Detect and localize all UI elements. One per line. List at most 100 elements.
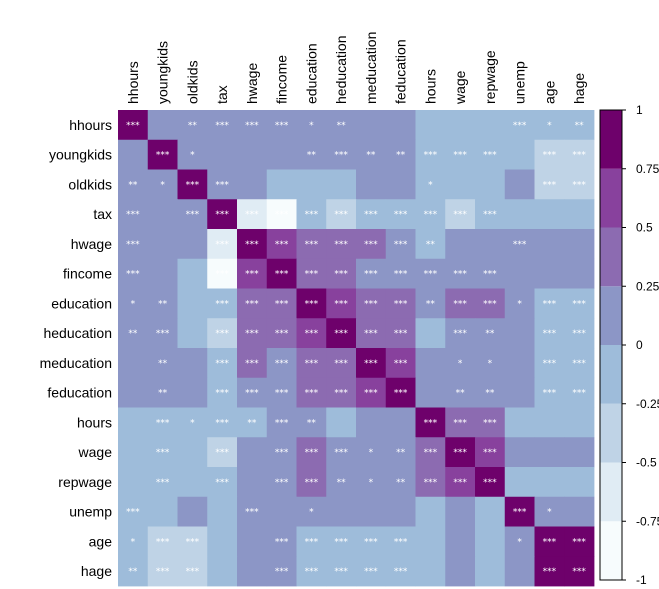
heatmap-cell-heducation-hours (415, 318, 446, 349)
heatmap-cell-hhours-wage (445, 110, 476, 141)
significance-mark: *** (156, 151, 170, 161)
heatmap-cell-age-repwage (475, 526, 506, 557)
heatmap-cell-repwage-fincome (266, 467, 297, 498)
significance-mark: ** (456, 389, 466, 399)
significance-mark: *** (572, 151, 586, 161)
legend-bin (600, 286, 622, 345)
column-label-wage: wage (452, 70, 468, 105)
heatmap-cell-repwage-meducation (356, 467, 387, 498)
heatmap-cell-hours-youngkids (147, 407, 178, 438)
heatmap-cell-tax-fincome (266, 199, 297, 230)
heatmap-cell-education-hours (415, 288, 446, 319)
heatmap-cell-meducation-hwage (237, 348, 268, 379)
heatmap-cell-feducation-education (296, 377, 327, 408)
heatmap-cell-hours-meducation (356, 407, 387, 438)
heatmap-cell-education-heducation (326, 288, 357, 319)
heatmap-cell-oldkids-oldkids (177, 169, 208, 200)
heatmap-cell-heducation-repwage (475, 318, 506, 349)
significance-mark: *** (453, 299, 467, 309)
significance-mark: *** (305, 329, 319, 339)
significance-mark: *** (334, 210, 348, 220)
significance-mark: *** (334, 448, 348, 458)
heatmap-cell-repwage-hhours (118, 467, 149, 498)
heatmap-cell-tax-hwage (237, 199, 268, 230)
significance-mark: *** (305, 448, 319, 458)
heatmap-cell-education-wage (445, 288, 476, 319)
significance-mark: *** (424, 151, 438, 161)
heatmap-cell-hage-repwage (475, 556, 506, 587)
heatmap-cell-oldkids-hhours (118, 169, 149, 200)
heatmap-cell-repwage-feducation (385, 467, 416, 498)
heatmap-cell-tax-heducation (326, 199, 357, 230)
heatmap-cell-fincome-wage (445, 258, 476, 289)
significance-mark: ** (396, 448, 406, 458)
heatmap-cell-age-feducation (385, 526, 416, 557)
significance-mark: *** (305, 299, 319, 309)
significance-mark: *** (334, 389, 348, 399)
column-label-hours: hours (422, 69, 438, 104)
heatmap-cell-repwage-youngkids (147, 467, 178, 498)
significance-mark: *** (424, 448, 438, 458)
row-label-wage: wage (78, 444, 113, 460)
heatmap-cell-youngkids-hhours (118, 139, 149, 170)
heatmap-cell-fincome-unemp (504, 258, 535, 289)
heatmap-cell-fincome-education (296, 258, 327, 289)
heatmap-cell-feducation-youngkids (147, 377, 178, 408)
heatmap-cell-hours-unemp (504, 407, 535, 438)
column-label-unemp: unemp (512, 61, 528, 104)
heatmap-cell-feducation-hwage (237, 377, 268, 408)
heatmap-cell-youngkids-age (534, 139, 565, 170)
heatmap-cell-fincome-youngkids (147, 258, 178, 289)
heatmap-cell-tax-meducation (356, 199, 387, 230)
significance-mark: *** (543, 389, 557, 399)
heatmap-cell-tax-age (534, 199, 565, 230)
significance-mark: *** (215, 121, 229, 131)
heatmap-cell-repwage-heducation (326, 467, 357, 498)
heatmap-cell-tax-feducation (385, 199, 416, 230)
heatmap-cell-hours-hhours (118, 407, 149, 438)
significance-mark: *** (275, 537, 289, 547)
heatmap-cell-meducation-fincome (266, 348, 297, 379)
significance-mark: *** (215, 180, 229, 190)
heatmap-cell-hhours-tax (207, 110, 238, 141)
heatmap-cell-oldkids-tax (207, 169, 238, 200)
heatmap-cell-youngkids-hours (415, 139, 446, 170)
heatmap-cell-hhours-feducation (385, 110, 416, 141)
heatmap-cell-meducation-youngkids (147, 348, 178, 379)
significance-mark: *** (334, 299, 348, 309)
heatmap-cell-heducation-tax (207, 318, 238, 349)
heatmap-cell-hours-feducation (385, 407, 416, 438)
heatmap-cell-fincome-hours (415, 258, 446, 289)
heatmap-cell-youngkids-fincome (266, 139, 297, 170)
significance-mark: ** (485, 329, 495, 339)
significance-mark: *** (126, 121, 140, 131)
heatmap-cell-feducation-repwage (475, 377, 506, 408)
significance-mark: * (369, 478, 374, 488)
heatmap-cell-education-unemp (504, 288, 535, 319)
significance-mark: ** (396, 478, 406, 488)
heatmap-cells (118, 110, 595, 587)
row-label-age: age (89, 533, 113, 549)
significance-mark: *** (513, 240, 527, 250)
significance-mark: *** (453, 448, 467, 458)
significance-mark: *** (572, 567, 586, 577)
heatmap-cell-hage-youngkids (147, 556, 178, 587)
heatmap-cell-unemp-unemp (504, 496, 535, 527)
significance-mark: *** (334, 240, 348, 250)
heatmap-cell-hours-education (296, 407, 327, 438)
heatmap-cell-feducation-age (534, 377, 565, 408)
row-label-oldkids: oldkids (68, 176, 112, 192)
significance-mark: *** (394, 359, 408, 369)
heatmap-cell-feducation-heducation (326, 377, 357, 408)
heatmap-cell-hage-unemp (504, 556, 535, 587)
heatmap-cell-hage-fincome (266, 556, 297, 587)
heatmap-cell-unemp-age (534, 496, 565, 527)
heatmap-cell-age-hwage (237, 526, 268, 557)
heatmap-cell-meducation-hours (415, 348, 446, 379)
column-label-meducation: meducation (363, 32, 379, 104)
significance-mark: *** (215, 299, 229, 309)
heatmap-cell-wage-oldkids (177, 437, 208, 468)
significance-mark: *** (483, 299, 497, 309)
heatmap-cell-education-meducation (356, 288, 387, 319)
significance-mark: * (547, 508, 552, 518)
